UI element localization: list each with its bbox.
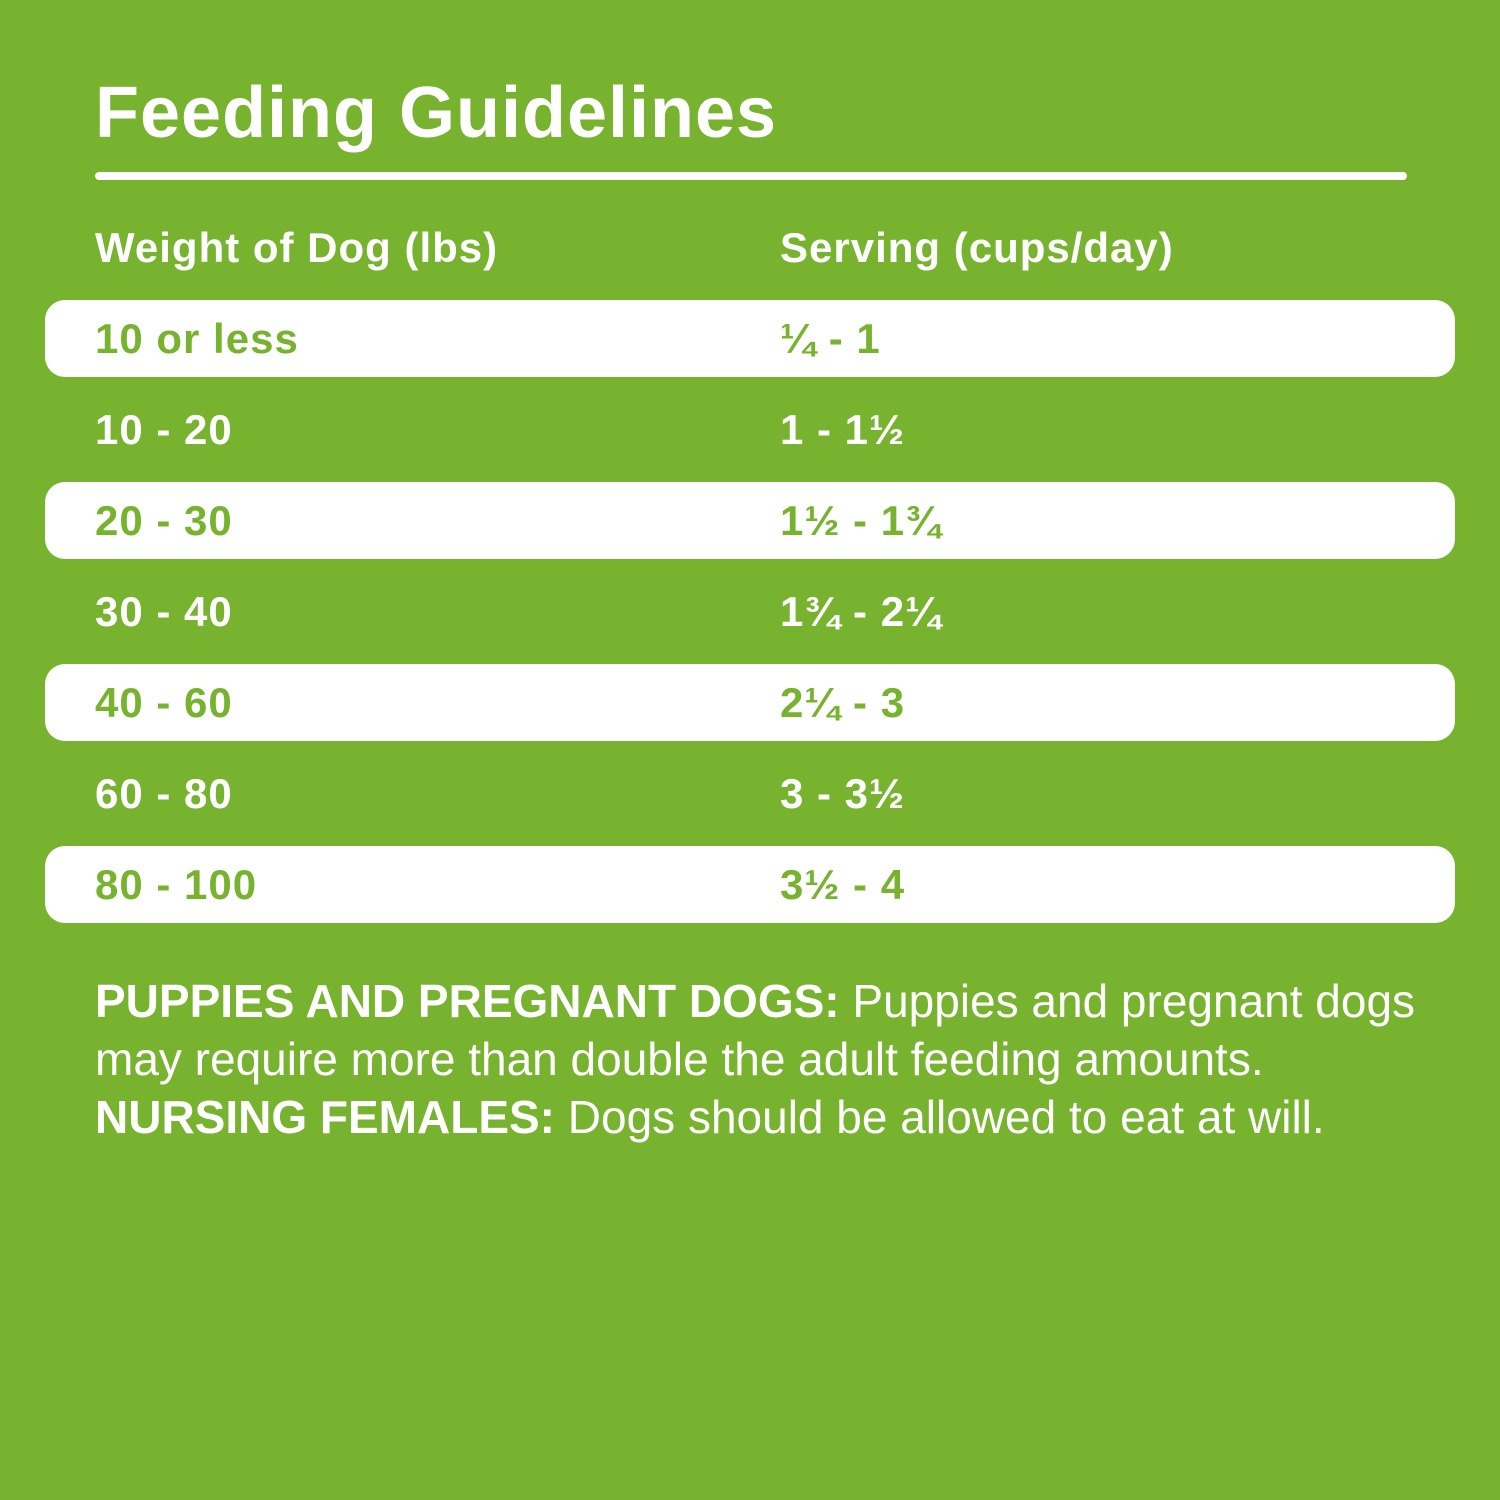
serving-cell: 1½ - 1¾ (780, 496, 942, 544)
feeding-notes: PUPPIES AND PREGNANT DOGS: Puppies and p… (95, 972, 1435, 1146)
table-row: 20 - 30 1½ - 1¾ (45, 482, 1455, 559)
table-row: 30 - 40 1¾ - 2¼ (45, 573, 1455, 650)
notes-body-puppies: Puppies and pregnant dogs may require mo… (95, 975, 1416, 1085)
weight-cell: 40 - 60 (95, 678, 233, 726)
serving-cell: 1 - 1½ (780, 405, 906, 453)
serving-cell: 3½ - 4 (780, 860, 906, 908)
notes-label-puppies: PUPPIES AND PREGNANT DOGS: (95, 975, 840, 1027)
column-header-weight: Weight of Dog (lbs) (95, 224, 499, 271)
weight-cell: 10 - 20 (95, 405, 233, 453)
notes-body-nursing: Dogs should be allowed to eat at will. (555, 1091, 1325, 1143)
weight-cell: 10 or less (95, 314, 299, 362)
serving-cell: 3 - 3½ (780, 769, 906, 817)
title-underline (95, 172, 1407, 180)
table-row: 80 - 100 3½ - 4 (45, 846, 1455, 923)
page-title: Feeding Guidelines (95, 73, 778, 153)
table-row: 60 - 80 3 - 3½ (45, 755, 1455, 832)
weight-cell: 60 - 80 (95, 769, 233, 817)
weight-cell: 80 - 100 (95, 860, 258, 908)
table-row: 40 - 60 2¼ - 3 (45, 664, 1455, 741)
table-column-headers: Weight of Dog (lbs) Serving (cups/day) (0, 224, 1500, 274)
serving-cell: 2¼ - 3 (780, 678, 906, 726)
weight-cell: 30 - 40 (95, 587, 233, 635)
table-row: 10 - 20 1 - 1½ (45, 391, 1455, 468)
serving-cell: 1¾ - 2¼ (780, 587, 942, 635)
weight-cell: 20 - 30 (95, 496, 233, 544)
column-header-serving: Serving (cups/day) (780, 224, 1174, 271)
serving-cell: ¼ - 1 (780, 314, 881, 362)
notes-label-nursing: NURSING FEMALES: (95, 1091, 555, 1143)
feeding-table: 10 or less ¼ - 1 10 - 20 1 - 1½ 20 - 30 … (45, 300, 1455, 937)
table-row: 10 or less ¼ - 1 (45, 300, 1455, 377)
